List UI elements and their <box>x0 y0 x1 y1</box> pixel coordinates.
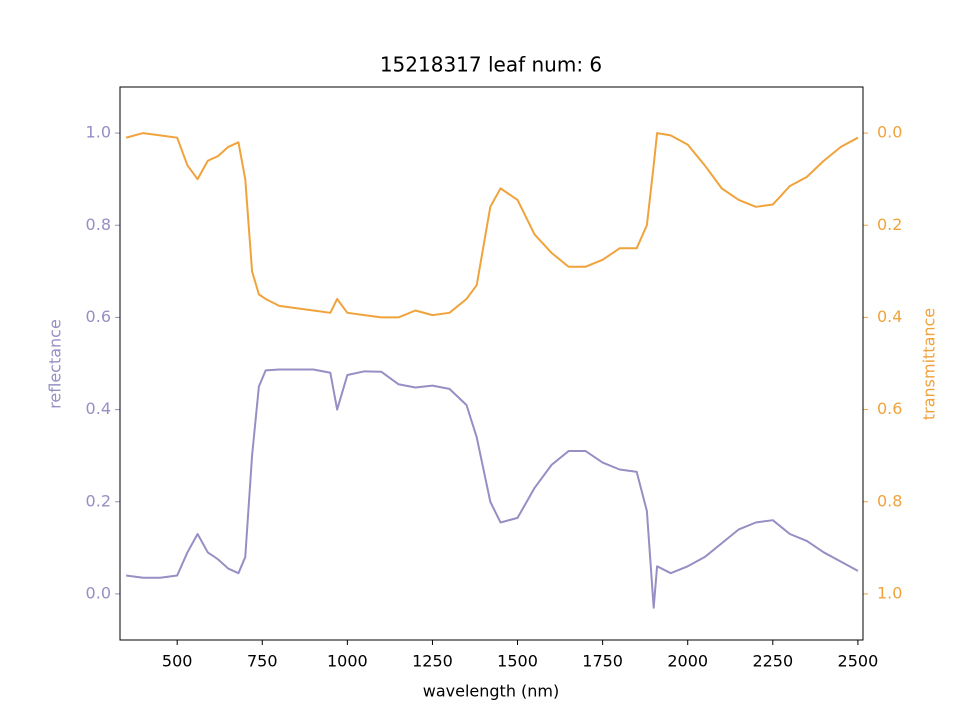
y2-tick-label: 0.6 <box>877 399 902 418</box>
x-tick-label: 1000 <box>327 652 368 671</box>
y2-axis-label: transmittance <box>920 308 939 420</box>
x-tick-label: 1750 <box>582 652 623 671</box>
y-tick-label: 0.8 <box>86 215 111 234</box>
y-tick-label: 0.2 <box>86 491 111 510</box>
x-tick-label: 500 <box>162 652 193 671</box>
y-tick-label: 0.0 <box>86 583 111 602</box>
y-tick-label: 0.4 <box>86 399 111 418</box>
x-tick-label: 2500 <box>838 652 879 671</box>
x-tick-label: 2000 <box>667 652 708 671</box>
y2-tick-label: 0.2 <box>877 215 902 234</box>
data-line <box>125 132 859 319</box>
y2-tick-label: 0.4 <box>877 307 902 326</box>
y-axis-label: reflectance <box>46 319 65 409</box>
x-tick-label: 750 <box>247 652 278 671</box>
plot-frame <box>119 86 864 641</box>
y-tick-label: 1.0 <box>86 123 111 142</box>
x-tick-label: 1250 <box>412 652 453 671</box>
x-tick-label: 1500 <box>497 652 538 671</box>
y2-tick-label: 0.8 <box>877 491 902 510</box>
y-tick-label: 0.6 <box>86 307 111 326</box>
x-axis-label: wavelength (nm) <box>423 682 560 701</box>
chart-title: 15218317 leaf num: 6 <box>380 53 602 77</box>
x-tick-label: 2250 <box>752 652 793 671</box>
y2-tick-label: 0.0 <box>877 123 902 142</box>
y2-tick-label: 1.0 <box>877 583 902 602</box>
data-line <box>125 368 859 609</box>
